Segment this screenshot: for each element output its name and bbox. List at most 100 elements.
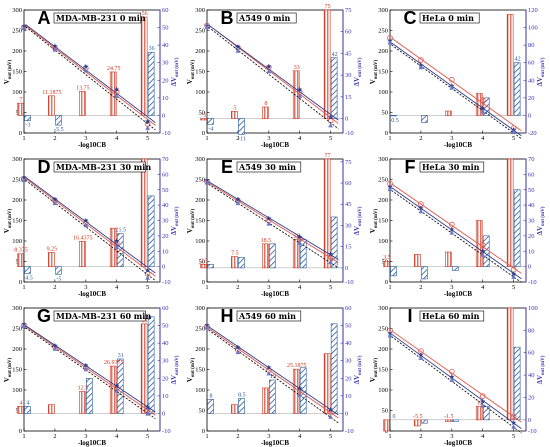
ytick-label: 200 [378,346,388,353]
panel-title-box [236,12,297,24]
ytick-label: 250 [12,28,22,35]
data-label-blue: -0.5 [389,118,399,124]
data-point-circle [418,57,424,63]
ytick-label: 0 [385,130,388,137]
bar-red [445,419,452,422]
xtick-label: 4 [298,433,302,440]
y2tick-label: 30 [162,358,169,365]
y2tick-label: 0 [345,410,348,417]
y2tick-label: 20 [162,77,169,84]
bar-blue [421,266,428,280]
data-point-star [114,383,120,389]
data-point-circle [479,393,486,399]
data-point-circle [449,76,455,83]
ytick-label: 50 [199,110,206,117]
y2tick-label: 100 [528,25,538,32]
data-point-star [52,43,58,49]
ytick-label: 100 [12,89,22,96]
data-label-blue: -4.5 [23,276,33,282]
bar-red [231,110,238,119]
data-point-star [83,362,89,368]
data-point-star [297,234,303,240]
bar-blue [452,266,459,271]
data-point-star [297,86,303,92]
data-label-blue: 42 [332,52,338,58]
y2tick-label: 15 [345,94,352,101]
ytick-label: 200 [12,346,22,353]
data-label-blue: -5 [56,276,61,282]
y2tick-label: 75 [345,159,352,166]
data-point-star [144,118,151,124]
xtick-label: 2 [53,135,56,142]
ytick-label: 250 [195,28,205,35]
fit-line [391,183,522,274]
panel-title: HeLa 30 min [422,162,480,172]
y2tick-label: -10 [162,428,171,435]
data-label-blue: 21.5 [115,228,126,234]
data-point-star [204,322,210,328]
y2tick-label: -20 [528,130,537,137]
panel-title: A549 30 min [238,162,296,172]
xtick-label: 2 [419,433,422,440]
xlabel: -log10CB [78,439,106,447]
ytick-label: 300 [378,305,388,312]
y2tick-label: 0 [528,112,531,119]
data-label-red: 18.5 [261,238,272,244]
ytick-label: 150 [378,367,388,374]
fit-line [391,44,522,139]
y2tick-label: 10 [528,248,535,255]
fit-line [391,330,522,423]
data-point-triangle [21,25,27,31]
ylabel2: ΔVout (mV) [536,206,546,235]
y2tick-label: 10 [162,248,169,255]
bar-red [414,254,421,267]
ytick-label: 300 [195,156,205,163]
xtick-label: 1 [22,433,25,440]
panel-title-box [53,310,146,322]
y2tick-label: -10 [345,428,354,435]
data-point-star [83,63,89,69]
data-point-star [266,63,272,69]
xtick-label: 3 [84,284,87,291]
data-point-triangle [511,129,517,134]
panel-title: HeLa 0 min [422,13,474,23]
ylabel2: ΔVout (mV) [536,355,546,384]
bar-red [506,158,514,267]
data-label-red: 33 [294,65,300,71]
bar-blue [24,266,31,274]
ytick-label: 200 [195,346,205,353]
panel-F: 050100150200250300-100102030405060701234… [369,156,546,298]
panel-title: A549 60 min [238,311,296,321]
xtick-label: 4 [115,433,119,440]
y2tick-label: 0 [162,410,165,417]
y2tick-label: 20 [162,233,169,240]
data-point-star [449,226,455,232]
fit-line [391,37,522,132]
ytick-label: 150 [12,367,22,374]
xtick-label: 4 [115,135,119,142]
data-label-blue: -5.5 [54,127,64,133]
data-point-triangle [204,24,210,30]
ylabel: Vout (mV) [3,357,13,382]
data-point-star [266,215,272,221]
data-point-triangle [52,47,58,52]
ytick-label: 100 [378,238,388,245]
data-label-red: -1 [202,113,207,119]
y2tick-label: 50 [528,187,535,194]
bar-blue [86,377,93,414]
bar-blue [269,243,276,269]
ytick-label: 100 [378,387,388,394]
y2tick-label: 50 [345,323,352,330]
bar-red [292,239,300,269]
bar-red [140,158,148,267]
ytick-label: 250 [12,326,22,333]
ytick-label: 100 [12,238,22,245]
xlabel: -log10CB [78,290,106,298]
xtick-label: 1 [205,433,208,440]
y2tick-label: 60 [345,29,352,36]
plot-frame [23,158,161,283]
bar-red [79,90,86,116]
